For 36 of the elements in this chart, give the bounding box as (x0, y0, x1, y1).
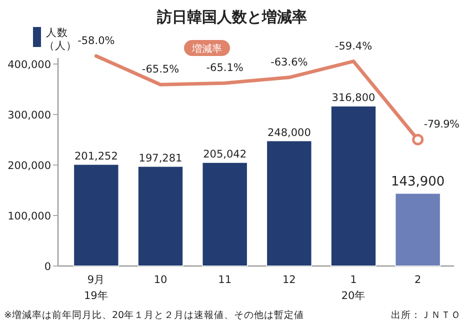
data-label: -65.5% (142, 64, 180, 76)
bar (202, 162, 248, 266)
legend-label: 人数（人） (44, 27, 77, 52)
y-tick-label: 200,000 (8, 160, 51, 172)
bar (330, 106, 376, 266)
data-label: -65.1% (206, 62, 244, 74)
data-label: -58.0% (78, 34, 115, 47)
bar (266, 140, 312, 266)
x-tick-label: 1 (350, 274, 357, 286)
data-label: -79.9% (424, 118, 460, 131)
chart-title: 訪日韓国人数と増減率 (156, 8, 307, 26)
bar (138, 166, 184, 266)
text: 増減率 (191, 43, 222, 55)
data-label: 205,042 (203, 148, 247, 160)
text: 20年 (341, 290, 366, 302)
y-tick-label: 0 (44, 261, 51, 273)
x-tick-label: 9月 (87, 274, 106, 286)
data-label: 201,252 (74, 150, 118, 162)
y-tick-label: 400,000 (8, 59, 51, 72)
text: 出所：ＪＮＴＯ (391, 309, 461, 321)
x-tick-label: 12 (282, 274, 296, 286)
bar (73, 164, 120, 266)
data-label: 197,281 (138, 152, 182, 164)
x-tick-label: 10 (154, 274, 168, 286)
x-tick-label: 11 (218, 274, 232, 286)
y-tick-label: 300,000 (8, 110, 51, 122)
text: ※増減率は前年同月比、20年１月と２月は速報値、その他は暫定値 (4, 309, 304, 321)
y-tick-label: 100,000 (8, 210, 51, 223)
text: 19年 (84, 290, 108, 302)
data-label: -63.6% (270, 56, 308, 68)
data-label: -59.4% (334, 40, 372, 52)
data-label: 316,800 (332, 92, 376, 104)
data-label: 248,000 (267, 126, 311, 139)
x-tick-label: 2 (414, 274, 422, 286)
data-label: 143,900 (390, 174, 445, 190)
bar (394, 192, 441, 266)
